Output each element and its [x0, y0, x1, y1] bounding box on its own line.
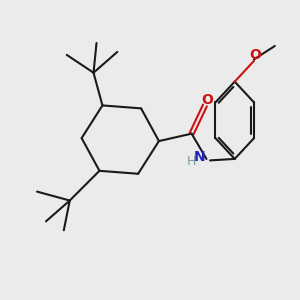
Text: O: O — [201, 93, 213, 107]
Text: H: H — [186, 155, 196, 168]
Text: N: N — [194, 149, 206, 164]
Text: O: O — [250, 48, 262, 62]
